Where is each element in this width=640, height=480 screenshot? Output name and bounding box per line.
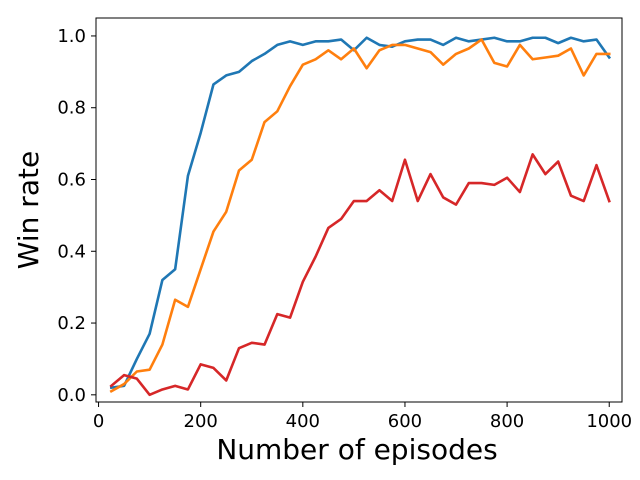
x-tick-label: 800 xyxy=(490,411,524,432)
x-axis-ticks: 0 200 400 600 800 1000 xyxy=(93,402,632,432)
series-2 xyxy=(109,38,611,394)
y-tick-label: 0.0 xyxy=(57,385,86,406)
series-1-line xyxy=(109,36,612,390)
series-3 xyxy=(109,153,611,397)
plot-frame xyxy=(95,17,623,403)
series-3-line xyxy=(109,153,611,397)
x-tick-label: 400 xyxy=(286,411,320,432)
x-axis-label: Number of episodes xyxy=(216,433,497,466)
y-tick-label: 0.8 xyxy=(57,98,86,119)
x-tick-label: 600 xyxy=(388,411,422,432)
y-tick-label: 1.0 xyxy=(57,26,86,47)
x-tick-label: 1000 xyxy=(586,411,632,432)
y-tick-label: 0.4 xyxy=(57,241,86,262)
series-layer xyxy=(109,36,612,397)
x-tick-label: 200 xyxy=(184,411,218,432)
y-tick-label: 0.6 xyxy=(57,169,86,190)
series-1 xyxy=(109,36,612,390)
series-2-line xyxy=(109,38,611,394)
y-axis-label: Win rate xyxy=(12,151,45,269)
x-tick-label: 0 xyxy=(93,411,104,432)
y-axis-ticks: 0.0 0.2 0.4 0.6 0.8 1.0 xyxy=(57,26,96,406)
y-tick-label: 0.2 xyxy=(57,313,86,334)
